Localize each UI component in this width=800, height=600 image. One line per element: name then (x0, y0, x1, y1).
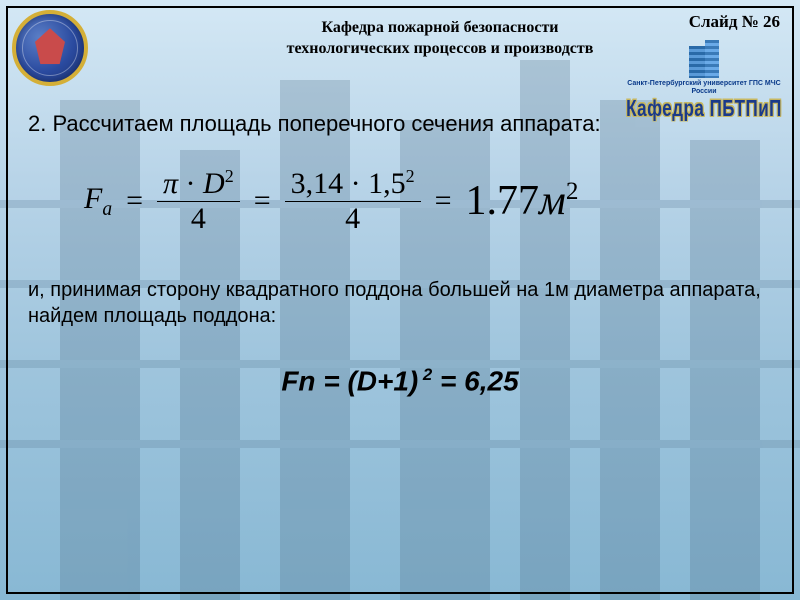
f2-rhs: = 6,25 (432, 365, 518, 396)
f2-exp: 2 (418, 365, 432, 384)
university-emblem-icon (12, 10, 88, 86)
result-unit: м (539, 178, 566, 224)
equals-2: = (254, 184, 271, 218)
var-D: D (203, 167, 225, 200)
department-logo: Санкт-Петербургский университет ГПС МЧС … (624, 36, 784, 119)
fraction-1: π · D2 4 (157, 166, 240, 237)
dot-1: · (186, 167, 196, 200)
exp-2a: 2 (225, 166, 234, 186)
exp-2b: 2 (406, 166, 415, 186)
equals-1: = (126, 184, 143, 218)
num-15: 1,5 (368, 167, 406, 200)
pi: π (163, 167, 178, 200)
formula-lhs: Fa (84, 182, 112, 221)
result-value: 1.77 (466, 178, 540, 224)
den-4b: 4 (339, 202, 366, 237)
sub-a: a (102, 199, 112, 220)
paragraph-2: и, принимая сторону квадратного поддона … (28, 277, 772, 329)
f2-lhs: Fn = (D+1) (281, 365, 418, 396)
slide-content: 2. Рассчитаем площадь поперечного сечени… (28, 110, 772, 397)
paragraph-1: 2. Рассчитаем площадь поперечного сечени… (28, 110, 772, 138)
formula-result: 1.77м2 (466, 177, 579, 225)
fraction-2: 3,14 · 1,52 4 (285, 166, 421, 237)
var-F: F (84, 182, 102, 215)
dot-2: · (351, 167, 361, 200)
formula-area: Fa = π · D2 4 = 3,14 · 1,52 4 = 1.77м2 (84, 166, 772, 237)
building-icon (683, 36, 725, 78)
result-exp: 2 (566, 178, 579, 205)
num-314: 3,14 (291, 167, 344, 200)
logo-small-caption: Санкт-Петербургский университет ГПС МЧС … (624, 80, 784, 95)
equals-3: = (435, 184, 452, 218)
den-4a: 4 (185, 202, 212, 237)
formula-pallet: Fn = (D+1) 2 = 6,25 (28, 365, 772, 397)
